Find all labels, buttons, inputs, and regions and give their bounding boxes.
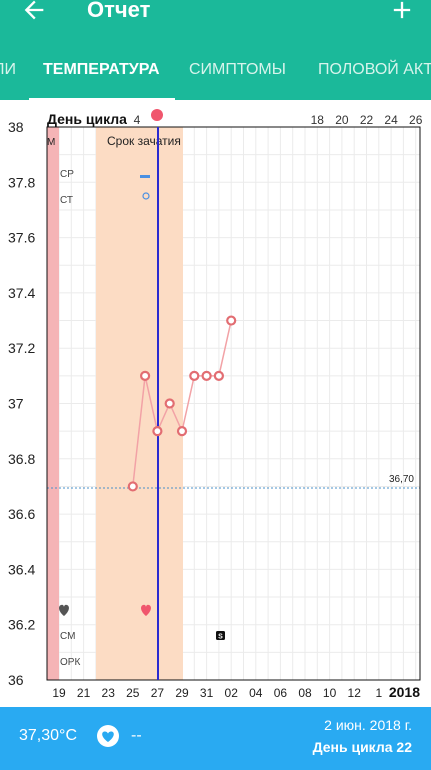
date-tick-label: 1 (375, 686, 382, 700)
y-tick-label: 37.8 (8, 174, 35, 190)
temperature-point[interactable] (140, 370, 151, 381)
current-temperature: 37,30°C (19, 727, 77, 744)
cycle-tick-label: 4 (134, 113, 141, 127)
y-tick-label: 36.6 (8, 506, 35, 522)
fertile-window-label: Срок зачатия (107, 134, 181, 148)
selected-date: 2 июн. 2018 г. (324, 717, 412, 733)
temperature-chart[interactable]: М Срок зачатия 36,70 36 36.2 36.4 36.6 36.8 3… (0, 100, 431, 707)
date-tick-label: 02 (225, 686, 239, 700)
intercourse-icon (216, 631, 225, 640)
date-tick-label: 06 (274, 686, 288, 700)
date-tick-label: 29 (175, 686, 189, 700)
y-tick-label: 36.2 (8, 617, 35, 633)
temperature-point[interactable] (201, 370, 212, 381)
temperature-point[interactable] (152, 426, 163, 437)
cycle-tick-label: 26 (409, 113, 423, 127)
tab-intercourse[interactable]: ПОЛОВОЙ АКТ (318, 61, 431, 78)
page-title: Отчет (87, 0, 151, 22)
chart-svg[interactable]: М Срок зачатия 36,70 36 36.2 36.4 36.6 36.8 3… (0, 100, 431, 707)
y-tick-label: 36 (8, 672, 24, 688)
y-tick-label: 37.6 (8, 230, 35, 246)
cycle-tick-label: 18 (311, 113, 325, 127)
tab-temperature[interactable]: ТЕМПЕРАТУРА (43, 61, 160, 78)
intercourse-status: -- (131, 727, 142, 744)
intercourse-icon-label: S (218, 634, 223, 641)
tab-previous[interactable]: ЛИ (0, 61, 16, 78)
tab-indicator (29, 98, 175, 100)
y-tick-label: 37.4 (8, 285, 35, 301)
coverline-label: 36,70 (389, 474, 414, 485)
cervix-position-mark (140, 175, 150, 178)
y-tick-label: 36.8 (8, 451, 35, 467)
heart-icon-pink (141, 604, 151, 616)
row-label-cm: СМ (60, 631, 75, 642)
row-label-ct: СТ (60, 195, 73, 206)
date-tick-label: 23 (102, 686, 116, 700)
date-tick-label: 08 (298, 686, 312, 700)
period-label: М (47, 137, 55, 148)
row-label-cp: СР (60, 169, 74, 180)
heart-icon-gray (59, 604, 69, 616)
date-tick-label: 04 (249, 686, 263, 700)
y-tick-label: 38 (8, 119, 24, 135)
cycle-tick-label: 24 (384, 113, 398, 127)
plus-icon[interactable] (388, 0, 416, 24)
year-label: 2018 (389, 684, 420, 700)
tab-bar: ЛИ ТЕМПЕРАТУРА СИМПТОМЫ ПОЛОВОЙ АКТ (0, 44, 431, 100)
tab-symptoms[interactable]: СИМПТОМЫ (189, 61, 286, 78)
temperature-point[interactable] (226, 315, 237, 326)
heart-icon[interactable] (96, 724, 120, 748)
app-bar: Отчет (0, 0, 431, 44)
cervix-texture-mark (142, 192, 150, 200)
selected-cycle-day: День цикла 22 (312, 739, 412, 755)
date-tick-label: 25 (126, 686, 140, 700)
date-tick-label: 10 (323, 686, 337, 700)
row-label-opk: ОРК (60, 657, 80, 668)
date-tick-label: 19 (52, 686, 66, 700)
date-tick-label: 12 (348, 686, 362, 700)
period-band (47, 127, 59, 680)
temperature-point[interactable] (176, 426, 188, 437)
date-tick-label: 27 (151, 686, 165, 700)
cycle-day-label: День цикла (47, 111, 127, 127)
cycle-tick-label: 22 (360, 113, 374, 127)
current-day-marker[interactable] (151, 109, 163, 121)
arrow-left-icon[interactable] (20, 0, 48, 24)
temperature-point[interactable] (127, 481, 138, 492)
date-tick-label: 21 (77, 686, 91, 700)
bottom-summary-bar[interactable]: 37,30°C -- 2 июн. 2018 г. День цикла 22 (0, 707, 431, 770)
y-tick-label: 37 (8, 396, 24, 412)
y-tick-label: 36.4 (8, 561, 35, 577)
temperature-point[interactable] (164, 398, 175, 409)
cycle-tick-label: 20 (335, 113, 349, 127)
date-tick-label: 31 (200, 686, 214, 700)
temperature-point[interactable] (213, 370, 224, 381)
plot-border (46, 126, 421, 681)
y-tick-label: 37.2 (8, 340, 35, 356)
temperature-point[interactable] (189, 370, 200, 381)
